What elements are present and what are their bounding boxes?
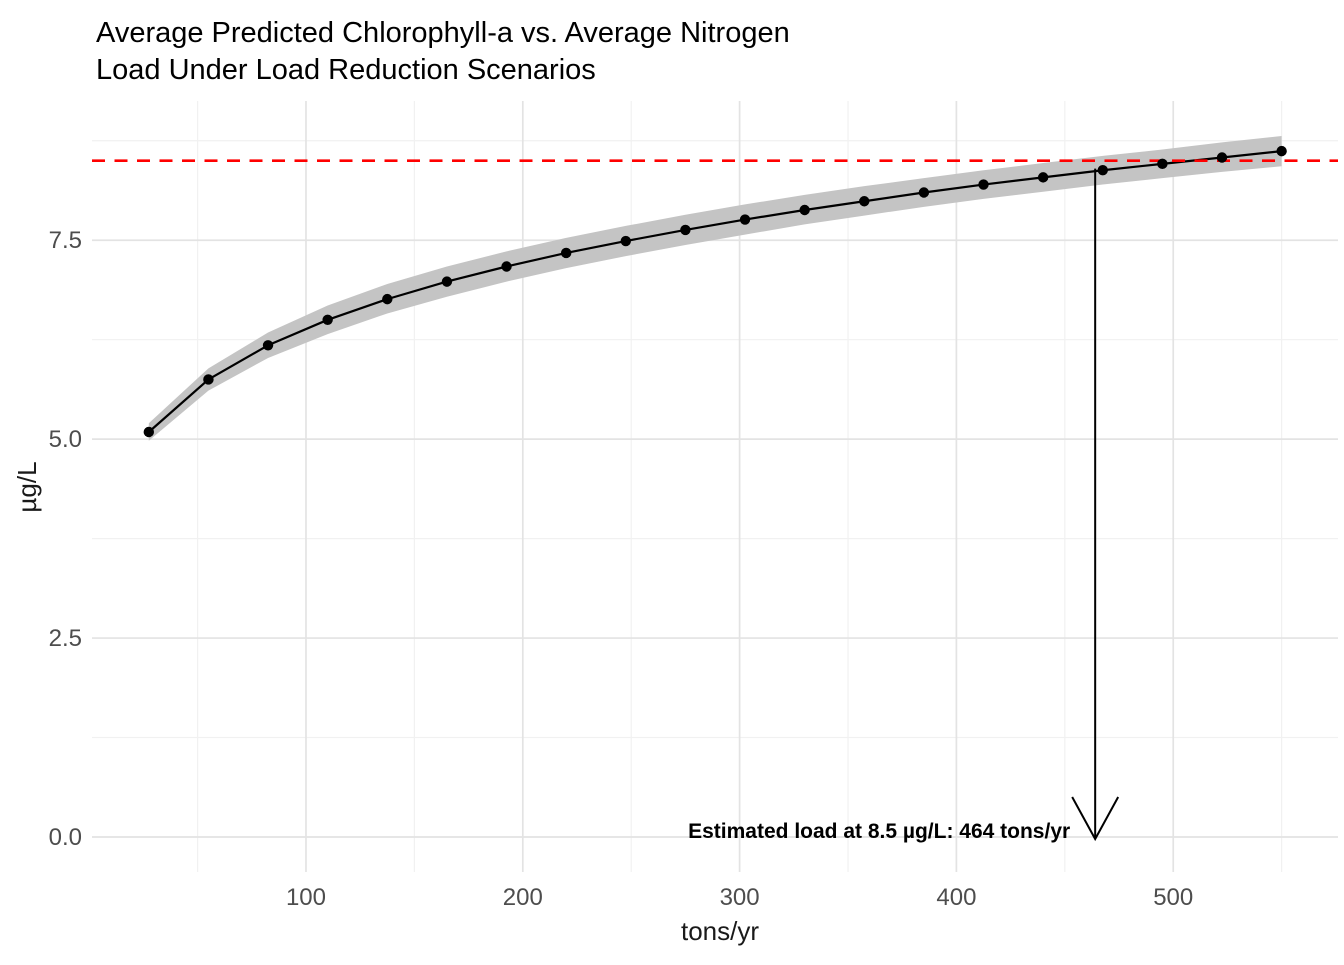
data-point	[322, 314, 333, 326]
data-point	[382, 293, 393, 305]
x-tick-label: 300	[720, 884, 760, 911]
data-point	[680, 224, 691, 236]
data-point	[859, 196, 870, 207]
estimated-load-arrow	[1071, 168, 1120, 842]
x-axis-tick-labels: 100 200 300 400 500	[286, 884, 1193, 911]
data-point	[203, 374, 214, 385]
x-axis-title: tons/yr	[681, 916, 759, 946]
data-point	[799, 204, 810, 216]
y-tick-label: 7.5	[49, 227, 82, 254]
y-tick-label: 0.0	[49, 824, 82, 851]
data-point	[560, 247, 572, 259]
x-tick-label: 400	[936, 884, 976, 911]
gridlines-major	[92, 101, 1338, 872]
x-tick-label: 100	[286, 884, 326, 911]
annotation-label: Estimated load at 8.5 µg/L: 464 tons/yr	[688, 820, 1070, 843]
data-point	[918, 187, 930, 198]
data-point	[978, 179, 989, 190]
data-points	[143, 145, 1287, 438]
confidence-ribbon	[148, 136, 1282, 441]
chart-title-line-2: Load Under Load Reduction Scenarios	[96, 54, 596, 86]
data-point	[739, 214, 751, 225]
y-axis-title: µg/L	[12, 461, 42, 512]
x-tick-label: 200	[503, 884, 543, 911]
data-point	[1097, 165, 1108, 176]
chart-title-line-1: Average Predicted Chlorophyll-a vs. Aver…	[96, 17, 790, 49]
ribbon-polygon	[148, 136, 1282, 441]
data-point	[1037, 172, 1049, 183]
x-tick-label: 500	[1153, 884, 1193, 911]
y-tick-label: 2.5	[49, 625, 82, 652]
y-axis-tick-labels: 0.0 2.5 5.0 7.5	[49, 227, 82, 851]
data-point	[501, 261, 512, 272]
data-point	[441, 276, 453, 287]
data-point	[262, 340, 274, 351]
data-point	[620, 235, 631, 247]
data-point	[1276, 145, 1287, 157]
series-line	[148, 150, 1282, 433]
data-point	[143, 426, 155, 438]
data-point	[1216, 152, 1228, 163]
prediction-line	[148, 150, 1282, 433]
y-tick-label: 5.0	[49, 426, 82, 453]
arrow-head	[1071, 796, 1120, 842]
data-point	[1157, 158, 1168, 170]
